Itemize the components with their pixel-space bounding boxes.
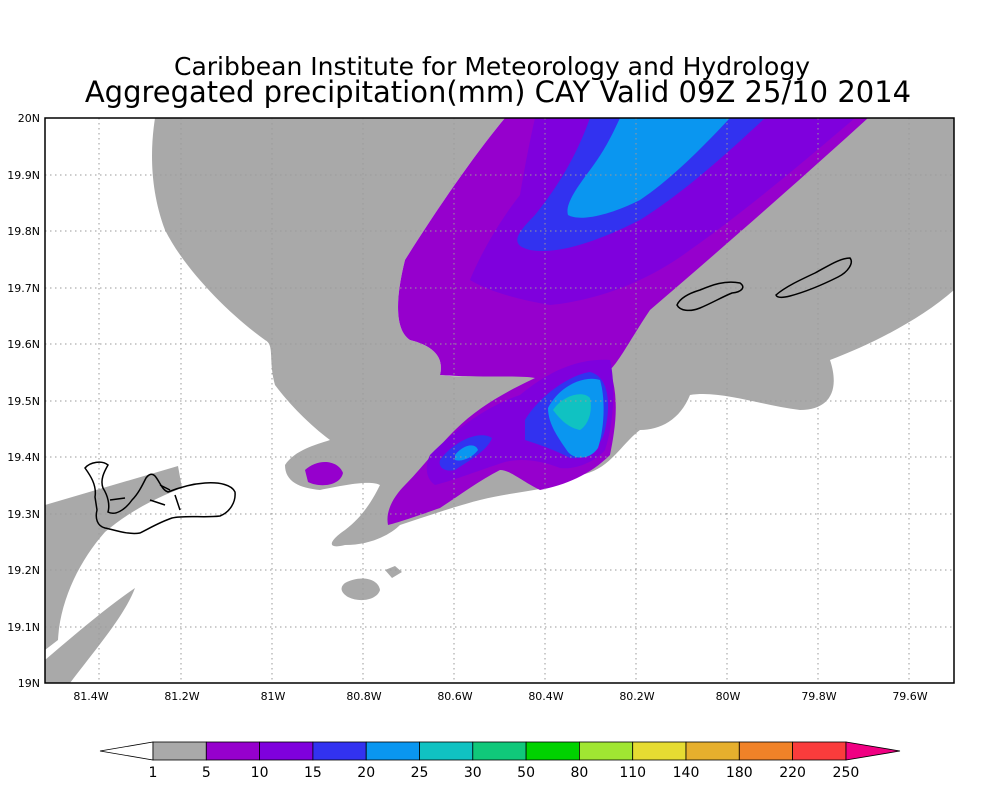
x-axis-labels: 81.4W 81.2W 81W 80.8W 80.6W 80.4W 80.2W … <box>73 690 927 703</box>
colorbar-swatch <box>419 741 474 761</box>
colorbar-tick-label: 20 <box>357 765 375 781</box>
colorbar-swatch <box>365 741 420 761</box>
precip-fill-1-5 <box>45 118 954 683</box>
colorbar-tick-label: 1 <box>149 765 158 781</box>
colorbar-swatch <box>312 741 367 761</box>
cyan-north-core <box>567 118 730 218</box>
gray-sw-region <box>45 466 182 650</box>
colorbar-swatch <box>259 741 314 761</box>
x-tick-label: 81.2W <box>164 690 199 703</box>
x-tick-label: 80.2W <box>619 690 654 703</box>
colorbar-swatch <box>205 741 261 761</box>
colorbar-swatch <box>472 741 527 761</box>
colorbar-swatch <box>525 741 580 761</box>
y-tick-label: 19.6N <box>7 338 40 351</box>
grand-cayman-outline <box>84 461 236 535</box>
precip-fill-25-30 <box>553 394 591 430</box>
colorbar-tick-label: 10 <box>251 765 269 781</box>
colorbar-swatches <box>152 741 847 761</box>
gray-islet-2 <box>385 566 402 578</box>
gray-islet-1 <box>341 578 380 601</box>
colorbar-under-arrow <box>99 741 154 761</box>
colorbar-tick-label: 25 <box>411 765 429 781</box>
colorbar: 1 5 10 15 20 25 30 50 80 110 140 180 220 250 <box>99 741 901 781</box>
colorbar-tick-label: 50 <box>517 765 535 781</box>
title-line-1: Caribbean Institute for Meteorology and … <box>174 52 810 81</box>
colorbar-swatch <box>579 741 634 761</box>
gray-main-region <box>152 118 954 547</box>
x-tick-label: 79.8W <box>801 690 836 703</box>
x-tick-label: 79.6W <box>892 690 927 703</box>
y-tick-label: 19.4N <box>7 451 40 464</box>
y-tick-label: 19N <box>18 677 40 690</box>
x-tick-label: 81.4W <box>73 690 108 703</box>
colorbar-swatch <box>792 741 847 761</box>
y-tick-label: 19.3N <box>7 508 40 521</box>
precipitation-map <box>45 118 954 683</box>
gray-sw-strip <box>45 588 135 683</box>
cayman-brac-outline <box>775 257 852 299</box>
y-axis-labels: 20N 19.9N 19.8N 19.7N 19.6N 19.5N 19.4N … <box>7 112 40 690</box>
y-tick-label: 19.9N <box>7 169 40 182</box>
colorbar-tick-label: 15 <box>304 765 322 781</box>
colorbar-tick-label: 80 <box>570 765 588 781</box>
colorbar-swatch <box>738 741 793 761</box>
colorbar-tick-label: 250 <box>833 765 860 781</box>
colorbar-tick-label: 180 <box>726 765 753 781</box>
x-tick-label: 80.4W <box>528 690 563 703</box>
x-tick-label: 81W <box>261 690 286 703</box>
colorbar-swatch <box>152 741 207 761</box>
colorbar-over-arrow <box>845 741 901 761</box>
colorbar-labels: 1 5 10 15 20 25 30 50 80 110 140 180 220 250 <box>149 765 860 781</box>
x-tick-label: 80W <box>716 690 741 703</box>
violet-north-core <box>470 118 855 305</box>
y-tick-label: 19.1N <box>7 621 40 634</box>
colorbar-tick-label: 5 <box>202 765 211 781</box>
purple-small-cell <box>305 462 343 486</box>
map-frame <box>44 117 955 684</box>
y-tick-label: 20N <box>18 112 40 125</box>
y-tick-label: 19.2N <box>7 564 40 577</box>
colorbar-tick-label: 140 <box>673 765 700 781</box>
colorbar-swatch <box>685 741 740 761</box>
teal-core <box>553 394 591 430</box>
x-tick-label: 80.6W <box>437 690 472 703</box>
colorbar-tick-label: 30 <box>464 765 482 781</box>
x-tick-label: 80.8W <box>346 690 381 703</box>
colorbar-swatch <box>632 741 687 761</box>
colorbar-tick-label: 110 <box>619 765 646 781</box>
title-line-2: Aggregated precipitation(mm) CAY Valid 0… <box>85 75 911 109</box>
colorbar-tick-label: 220 <box>779 765 806 781</box>
y-tick-label: 19.5N <box>7 395 40 408</box>
y-tick-label: 19.8N <box>7 225 40 238</box>
y-tick-label: 19.7N <box>7 282 40 295</box>
grid-lines <box>45 118 954 683</box>
little-cayman-outline <box>676 281 744 312</box>
